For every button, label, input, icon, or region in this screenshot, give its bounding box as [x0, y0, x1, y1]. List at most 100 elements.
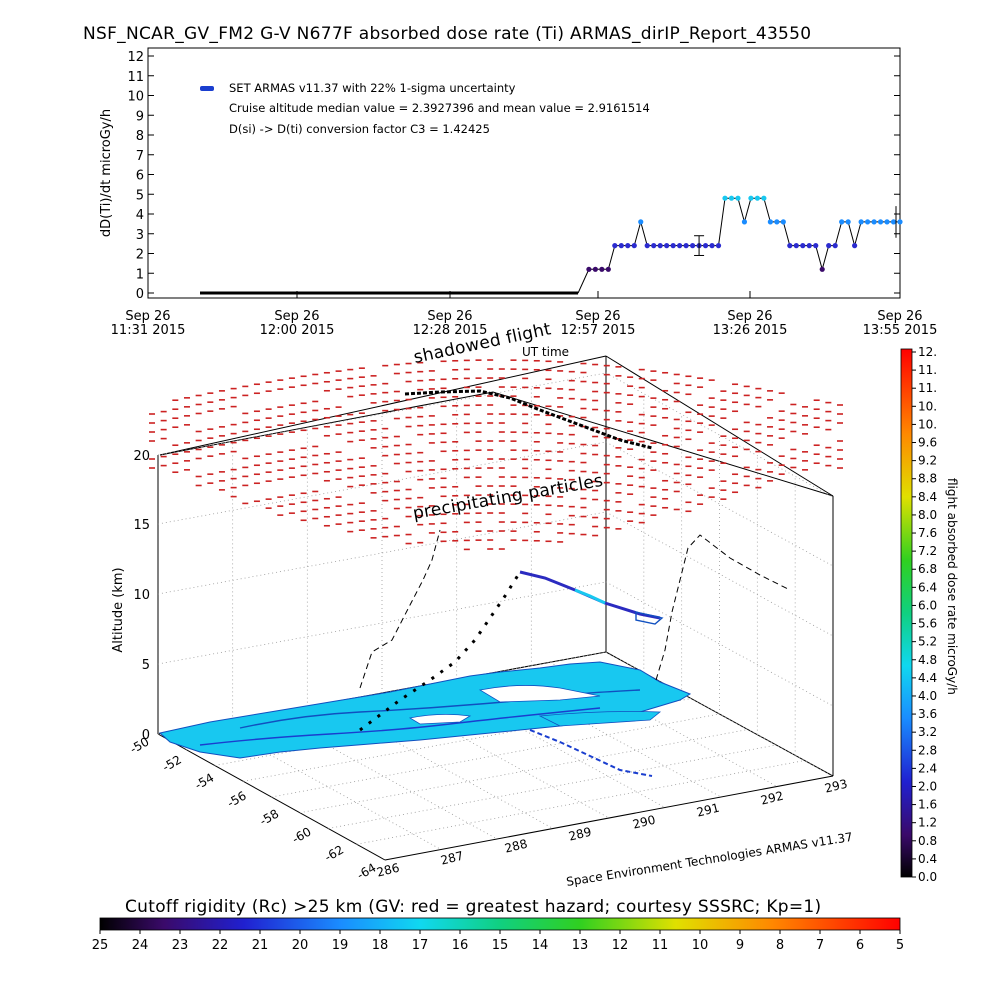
longitude-ticks: 286 287 288 289 290 291 292 293 [375, 777, 849, 880]
flight-track [359, 389, 791, 777]
data-point [800, 243, 806, 249]
data-point [806, 243, 812, 249]
plot-frame [147, 47, 901, 299]
colorbar-tick-label: 2.8 [918, 743, 937, 757]
data-point [793, 243, 799, 249]
legend: SET ARMAS v11.37 with 22% 1-sigma uncert… [200, 81, 650, 136]
data-point [884, 219, 890, 225]
flight-turn-box [635, 611, 664, 625]
colorbar-ticks: 0.0 0.4 0.8 1.2 1.6 2.0 2.4 2.8 3.2 3.6 4.0 4.4 4.8 5… [912, 345, 937, 884]
colorbar-tick-label: 1.6 [918, 798, 937, 812]
altitude-tick-label: 20 [133, 449, 150, 464]
cutoff-tick-label: 8 [776, 938, 784, 953]
terrain-scatter [538, 711, 662, 727]
altitude-tick-label: 10 [133, 588, 150, 603]
data-point [638, 219, 644, 225]
y-tick-label: 1 [136, 267, 144, 282]
data-point [702, 243, 709, 249]
cutoff-tick-label: 6 [856, 938, 864, 953]
longitude-tick-label: 293 [823, 777, 849, 796]
altitude-axis-label: Altitude (km) [111, 567, 126, 652]
flight-3d-plot: shadowed flight UT time precipitating pa… [111, 319, 854, 889]
longitude-tick-label: 286 [375, 861, 401, 880]
box-back-edges [159, 391, 834, 497]
cutoff-gradient [99, 917, 901, 931]
colorbar-tick-label: 6.8 [918, 562, 937, 576]
data-point [871, 219, 877, 225]
ut-time-annotation: UT time [522, 345, 569, 359]
data-point [832, 243, 838, 249]
cutoff-tick-label: 9 [736, 938, 744, 953]
x-tick-label-date: Sep 26 [727, 309, 772, 324]
altitude-ticks: 0 5 10 15 20 [133, 449, 150, 743]
colorbar-tick-label: 7.6 [918, 526, 937, 540]
flight-cruise-highlight [574, 588, 606, 605]
data-point [689, 243, 696, 249]
shadowed-flight-track [404, 389, 653, 450]
data-point [670, 243, 676, 249]
colorbar-tick-label: 9.6 [918, 436, 937, 450]
terrain-inlet [478, 685, 601, 703]
colorbar-tick-label: 5.6 [918, 617, 937, 631]
data-point [845, 219, 851, 225]
x-tick-label-time: 12:00 2015 [260, 323, 335, 338]
box-floor-front [384, 775, 834, 861]
colorbar-tick-label: 4.8 [918, 653, 937, 667]
cutoff-tick-label: 19 [332, 938, 349, 953]
colorbar-tick-label: 8.4 [918, 490, 937, 504]
colorbar-tick-label: 0.8 [918, 834, 937, 848]
cutoff-tick-label: 21 [252, 938, 269, 953]
terrain-inlet-2 [408, 714, 472, 725]
data-point [787, 243, 793, 249]
cutoff-tick-label: 25 [92, 938, 109, 953]
data-point [709, 243, 715, 249]
colorbar-tick-label: 4.4 [918, 671, 937, 685]
dose-series [200, 195, 903, 295]
figure-title: NSF_NCAR_GV_FM2 G-V N677F absorbed dose … [83, 24, 811, 44]
cutoff-tick-label: 7 [816, 938, 824, 953]
latitude-tick-label: -52 [160, 752, 184, 774]
y-tick-label: 12 [127, 50, 144, 65]
legend-line-2: Cruise altitude median value = 2.3927396… [229, 101, 650, 115]
credit-text: Space Environment Technologies ARMAS v11… [565, 830, 853, 889]
colorbar-label: flight absorbed dose rate microGy/h [945, 478, 959, 695]
x-tick-label-date: Sep 26 [575, 309, 620, 324]
colorbar-tick-label: 3.2 [918, 725, 937, 739]
longitude-tick-label: 292 [759, 789, 785, 808]
x-tick-label-date: Sep 26 [877, 309, 922, 324]
data-point [858, 219, 864, 225]
cutoff-tick-label: 11 [652, 938, 669, 953]
colorbar-tick-label: 0.0 [918, 870, 937, 884]
data-point [826, 243, 832, 249]
data-point [657, 243, 663, 249]
colorbar-tick-label: 11. [918, 381, 937, 395]
cutoff-tick-label: 22 [212, 938, 229, 953]
latitude-tick-label: -56 [225, 788, 249, 810]
colorbar-tick-label: 2.4 [918, 761, 937, 775]
altitude-tick-label: 0 [142, 728, 150, 743]
data-point [677, 243, 683, 249]
colorbar-tick-label: 10. [918, 399, 937, 413]
cutoff-bar-title: Cutoff rigidity (Rc) >25 km (GV: red = g… [125, 897, 821, 917]
cutoff-tick-label: 10 [692, 938, 709, 953]
x-tick-label-time: 11:31 2015 [111, 323, 186, 338]
data-point [683, 243, 689, 249]
colorbar-tick-label: 5.2 [918, 635, 937, 649]
box-top-left [159, 355, 607, 456]
colorbar-tick-label: 11. [918, 363, 937, 377]
terrain [158, 661, 692, 759]
data-point [728, 195, 735, 201]
data-point [605, 266, 611, 272]
y-tick-label: 11 [127, 70, 144, 85]
cutoff-tick-label: 24 [132, 938, 149, 953]
colorbar-tick-label: 4.0 [918, 689, 937, 703]
cutoff-tick-label: 14 [532, 938, 549, 953]
data-point [748, 195, 754, 201]
legend-line-1: SET ARMAS v11.37 with 22% 1-sigma uncert… [229, 81, 516, 95]
data-point [741, 219, 748, 225]
latitude-tick-label: -64 [355, 860, 379, 882]
data-point [761, 195, 767, 201]
legend-line-3: D(si) -> D(ti) conversion factor C3 = 1.… [229, 122, 490, 136]
